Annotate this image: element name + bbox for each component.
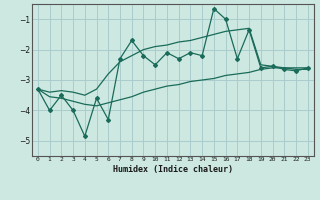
X-axis label: Humidex (Indice chaleur): Humidex (Indice chaleur) <box>113 165 233 174</box>
